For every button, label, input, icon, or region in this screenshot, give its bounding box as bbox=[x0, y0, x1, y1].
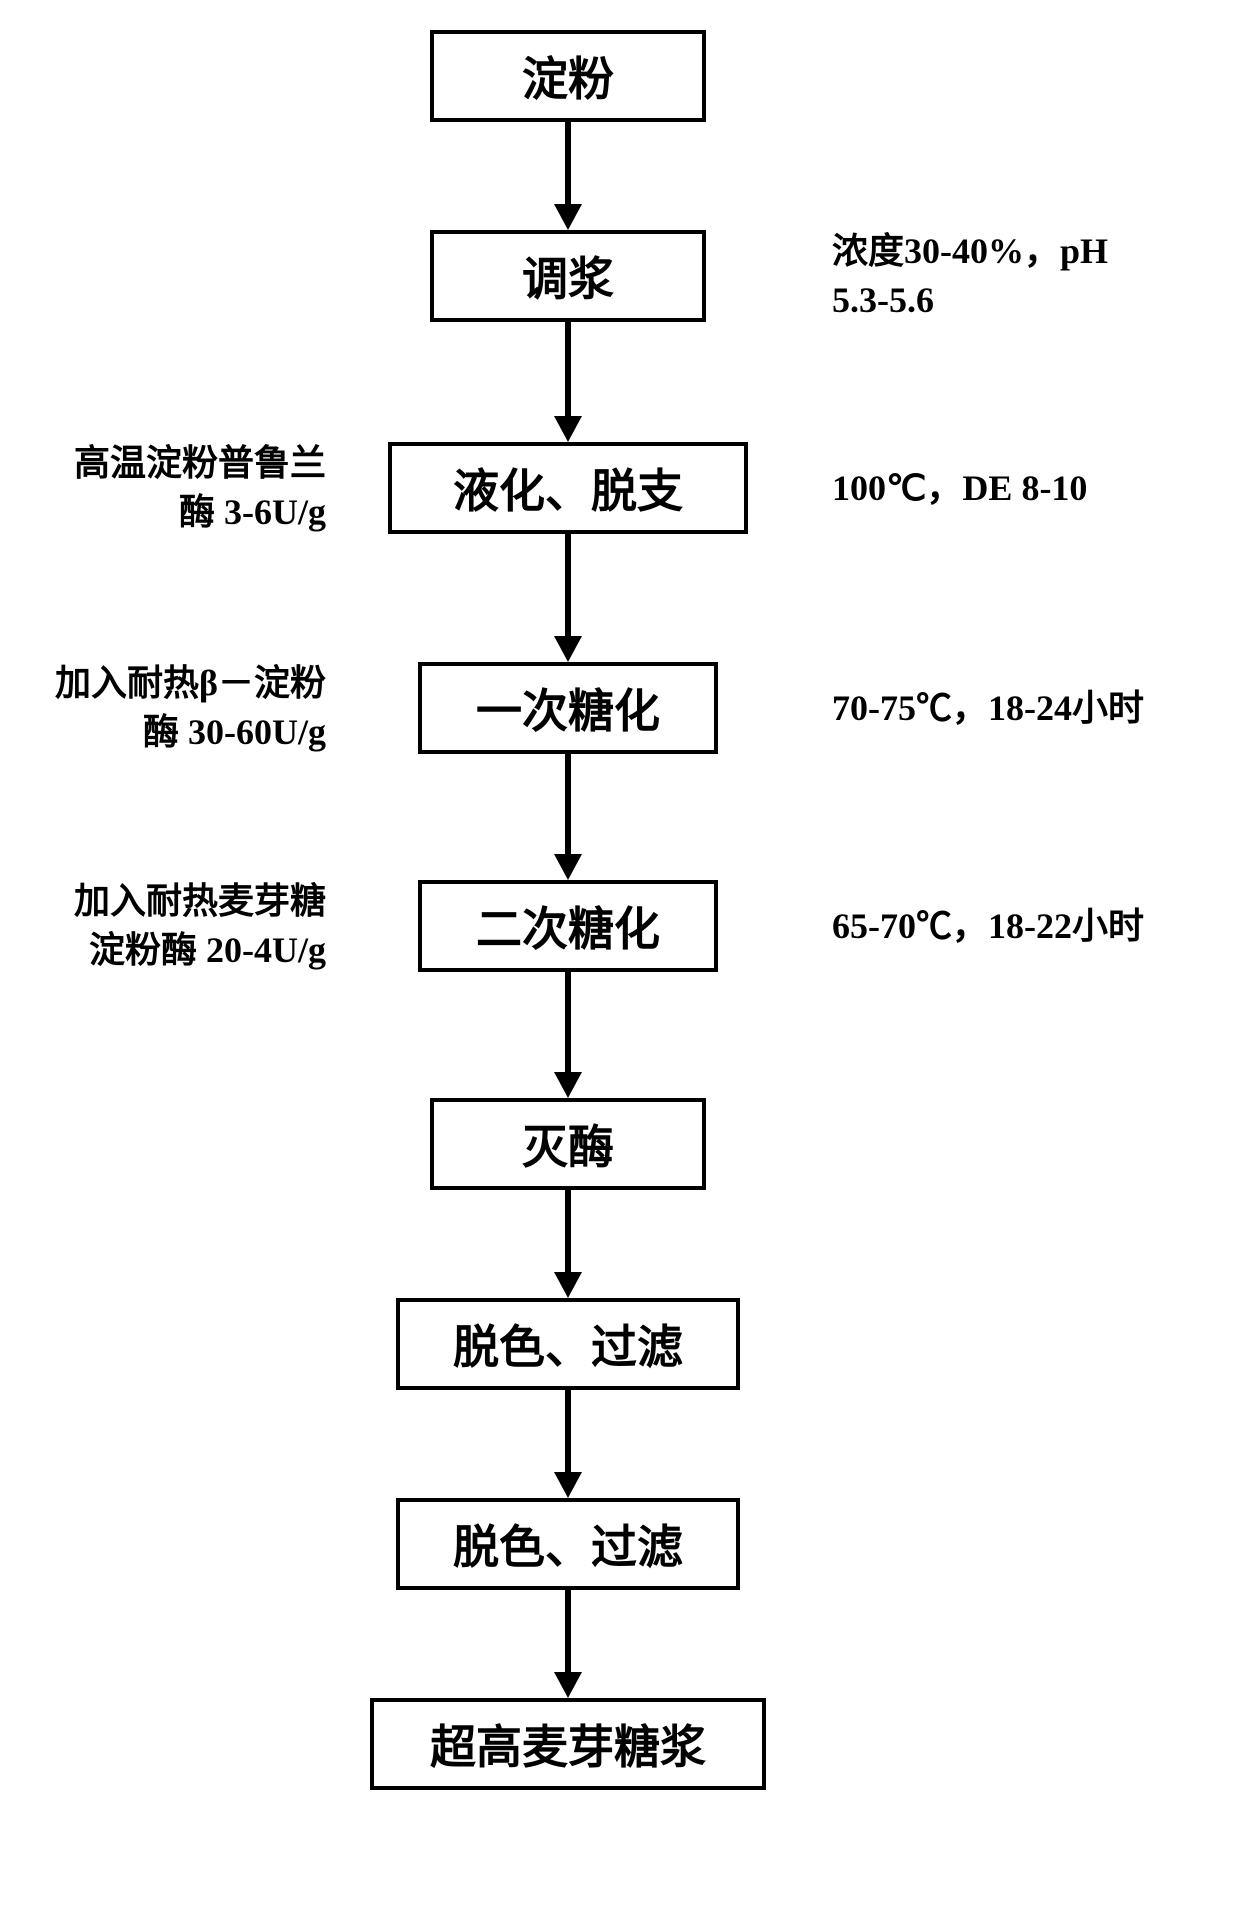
flow-node-n5: 灭酶 bbox=[430, 1098, 706, 1190]
flow-annotation-right: 浓度30-40%，pH5.3-5.6 bbox=[832, 227, 1108, 324]
annotation-line: 65-70℃，18-22小时 bbox=[832, 902, 1144, 951]
flow-node-n8: 超高麦芽糖浆 bbox=[370, 1698, 766, 1790]
flow-arrow bbox=[565, 1390, 571, 1472]
flow-node-label: 脱色、过滤 bbox=[453, 1311, 683, 1377]
flow-annotation-right: 100℃，DE 8-10 bbox=[832, 464, 1087, 513]
annotation-line: 5.3-5.6 bbox=[832, 276, 1108, 325]
annotation-line: 100℃，DE 8-10 bbox=[832, 464, 1087, 513]
flow-node-n3: 一次糖化 bbox=[418, 662, 718, 754]
flow-annotation-left: 加入耐热麦芽糖淀粉酶 20-4U/g bbox=[74, 877, 326, 974]
flow-node-label: 脱色、过滤 bbox=[453, 1511, 683, 1577]
flow-arrow bbox=[565, 534, 571, 636]
flow-arrow bbox=[565, 754, 571, 854]
flow-node-label: 超高麦芽糖浆 bbox=[430, 1711, 706, 1777]
flow-annotation-right: 70-75℃，18-24小时 bbox=[832, 684, 1144, 733]
annotation-line: 淀粉酶 20-4U/g bbox=[74, 926, 326, 975]
flow-arrow bbox=[565, 1190, 571, 1272]
arrow-head-icon bbox=[554, 1672, 582, 1698]
annotation-line: 酶 30-60U/g bbox=[55, 708, 326, 757]
arrow-head-icon bbox=[554, 204, 582, 230]
arrow-head-icon bbox=[554, 1072, 582, 1098]
flow-node-label: 二次糖化 bbox=[476, 893, 660, 959]
flow-node-n6: 脱色、过滤 bbox=[396, 1298, 740, 1390]
flow-annotation-left: 加入耐热β－淀粉酶 30-60U/g bbox=[55, 659, 326, 756]
flow-node-label: 灭酶 bbox=[522, 1111, 614, 1177]
annotation-line: 酶 3-6U/g bbox=[74, 488, 326, 537]
arrow-head-icon bbox=[554, 636, 582, 662]
flow-arrow bbox=[565, 122, 571, 204]
annotation-line: 加入耐热β－淀粉 bbox=[55, 659, 326, 708]
flow-node-n7: 脱色、过滤 bbox=[396, 1498, 740, 1590]
annotation-line: 浓度30-40%，pH bbox=[832, 227, 1108, 276]
flow-arrow bbox=[565, 322, 571, 416]
flow-node-label: 淀粉 bbox=[522, 43, 614, 109]
flow-node-label: 一次糖化 bbox=[476, 675, 660, 741]
flow-arrow bbox=[565, 972, 571, 1072]
annotation-line: 加入耐热麦芽糖 bbox=[74, 877, 326, 926]
flow-arrow bbox=[565, 1590, 571, 1672]
arrow-head-icon bbox=[554, 854, 582, 880]
arrow-head-icon bbox=[554, 1272, 582, 1298]
arrow-head-icon bbox=[554, 416, 582, 442]
flow-node-label: 液化、脱支 bbox=[453, 455, 683, 521]
arrow-head-icon bbox=[554, 1472, 582, 1498]
annotation-line: 高温淀粉普鲁兰 bbox=[74, 439, 326, 488]
flow-node-n2: 液化、脱支 bbox=[388, 442, 748, 534]
flow-node-label: 调浆 bbox=[522, 243, 614, 309]
flowchart-canvas: 淀粉调浆液化、脱支一次糖化二次糖化灭酶脱色、过滤脱色、过滤超高麦芽糖浆浓度30-… bbox=[0, 0, 1240, 1920]
flow-node-n1: 调浆 bbox=[430, 230, 706, 322]
annotation-line: 70-75℃，18-24小时 bbox=[832, 684, 1144, 733]
flow-annotation-left: 高温淀粉普鲁兰酶 3-6U/g bbox=[74, 439, 326, 536]
flow-annotation-right: 65-70℃，18-22小时 bbox=[832, 902, 1144, 951]
flow-node-n4: 二次糖化 bbox=[418, 880, 718, 972]
flow-node-n0: 淀粉 bbox=[430, 30, 706, 122]
